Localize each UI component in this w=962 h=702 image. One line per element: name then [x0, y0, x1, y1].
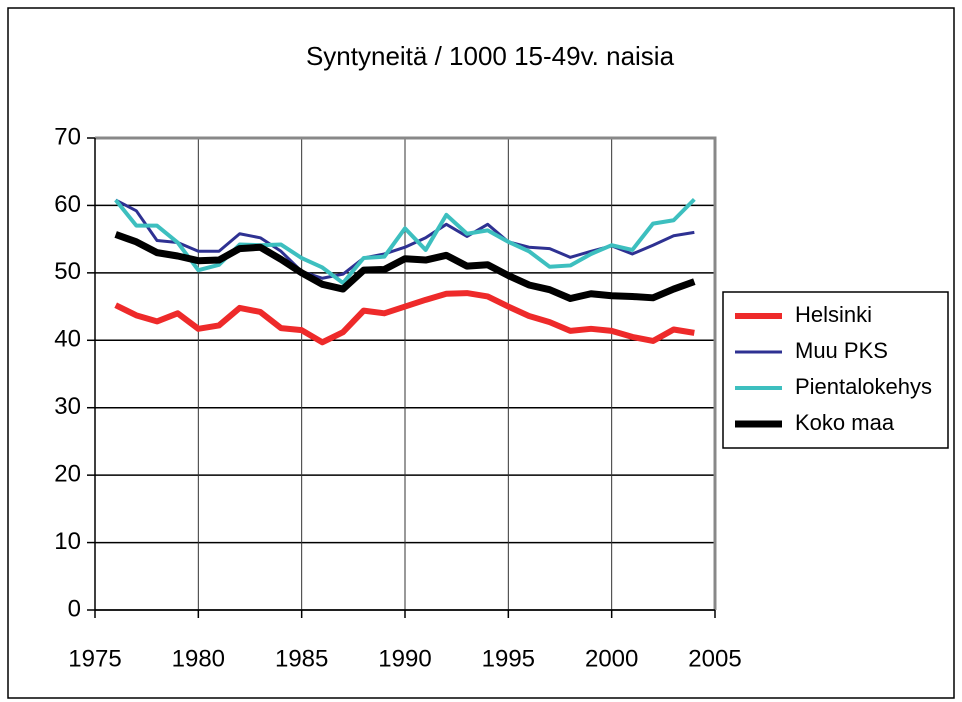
- legend-label: Helsinki: [795, 302, 872, 327]
- legend-label: Pientalokehys: [795, 374, 932, 399]
- plot-border: [95, 136, 717, 610]
- x-tick-label: 1980: [172, 645, 225, 672]
- y-tick-label: 60: [54, 191, 81, 218]
- series-line: [114, 290, 695, 346]
- y-tick-label: 0: [68, 595, 81, 622]
- x-tick-label: 2005: [688, 645, 741, 672]
- chart-title: Syntyneitä / 1000 15-49v. naisia: [306, 41, 675, 71]
- y-tick-label: 30: [54, 393, 81, 420]
- y-tick-label: 50: [54, 258, 81, 285]
- y-tick-label: 40: [54, 326, 81, 353]
- x-tick-label: 2000: [585, 645, 638, 672]
- x-tick-label: 1985: [275, 645, 328, 672]
- y-tick-label: 20: [54, 460, 81, 487]
- series-line: [114, 197, 696, 285]
- y-tick-label: 10: [54, 528, 81, 555]
- legend-label: Koko maa: [795, 410, 895, 435]
- series-line: [114, 231, 696, 302]
- x-tick-label: 1995: [482, 645, 535, 672]
- x-tick-label: 1975: [68, 645, 121, 672]
- x-tick-label: 1990: [378, 645, 431, 672]
- legend-label: Muu PKS: [795, 338, 888, 363]
- y-tick-label: 70: [54, 123, 81, 150]
- chart-frame: [7, 7, 955, 699]
